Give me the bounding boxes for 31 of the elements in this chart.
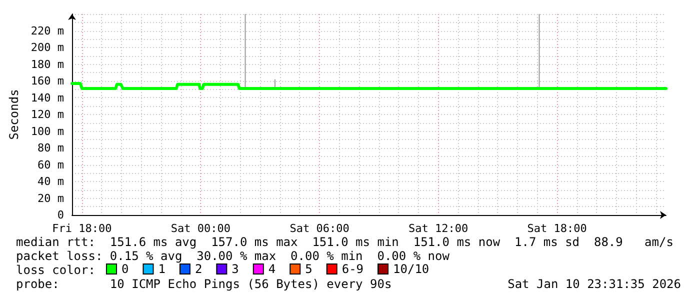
legend-label: 5 <box>305 262 312 276</box>
y-tick-label: 0 <box>57 208 64 222</box>
y-tick-label: 200 m <box>30 41 64 54</box>
legend-label: 1 <box>158 262 166 276</box>
legend-label: 3 <box>232 262 239 276</box>
y-tick-label: 140 m <box>30 91 64 104</box>
y-tick-label: 20 m <box>38 192 64 205</box>
legend-label: 4 <box>268 262 276 276</box>
text: median rtt: 151.6 ms avg 157.0 ms max 151.0 ms min 151.0 ms now 1.7 ms sd 88.9 am/s <box>16 235 674 249</box>
x-tick-label: Sat 12:00 <box>408 222 468 235</box>
y-tick-label: 220 m <box>30 24 64 38</box>
y-tick-label: 60 m <box>38 158 64 172</box>
text: packet loss: 0.15 % avg 30.00 % max 0.00 % min 0.00 % now <box>16 249 450 263</box>
x-tick-label: Sat 06:00 <box>290 222 350 235</box>
x-tick-label: Sat 00:00 <box>170 222 231 235</box>
y-axis-title: Seconds <box>7 89 21 140</box>
y-tick-label: 180 m <box>30 58 64 71</box>
x-tick-label: Sat 18:00 <box>527 222 587 235</box>
legend-label: 0 <box>122 262 129 276</box>
y-tick-label: 40 m <box>38 175 64 188</box>
y-tick-label: 160 m <box>30 74 64 88</box>
y-tick-label: 100 m <box>30 124 64 138</box>
x-tick-label: Fri 18:00 <box>52 222 112 235</box>
y-tick-label: 120 m <box>30 108 64 121</box>
legend-label: 10/10 <box>393 262 430 276</box>
legend-title: loss color: <box>16 263 96 277</box>
legend-label: 2 <box>194 262 202 276</box>
text: Sat Jan 10 23:31:35 2026 <box>508 277 681 291</box>
legend-label: 6-9 <box>342 262 364 276</box>
y-tick-label: 80 m <box>38 142 64 154</box>
text: probe: 10 ICMP Echo Pings (56 Bytes) every 90s <box>16 277 392 291</box>
